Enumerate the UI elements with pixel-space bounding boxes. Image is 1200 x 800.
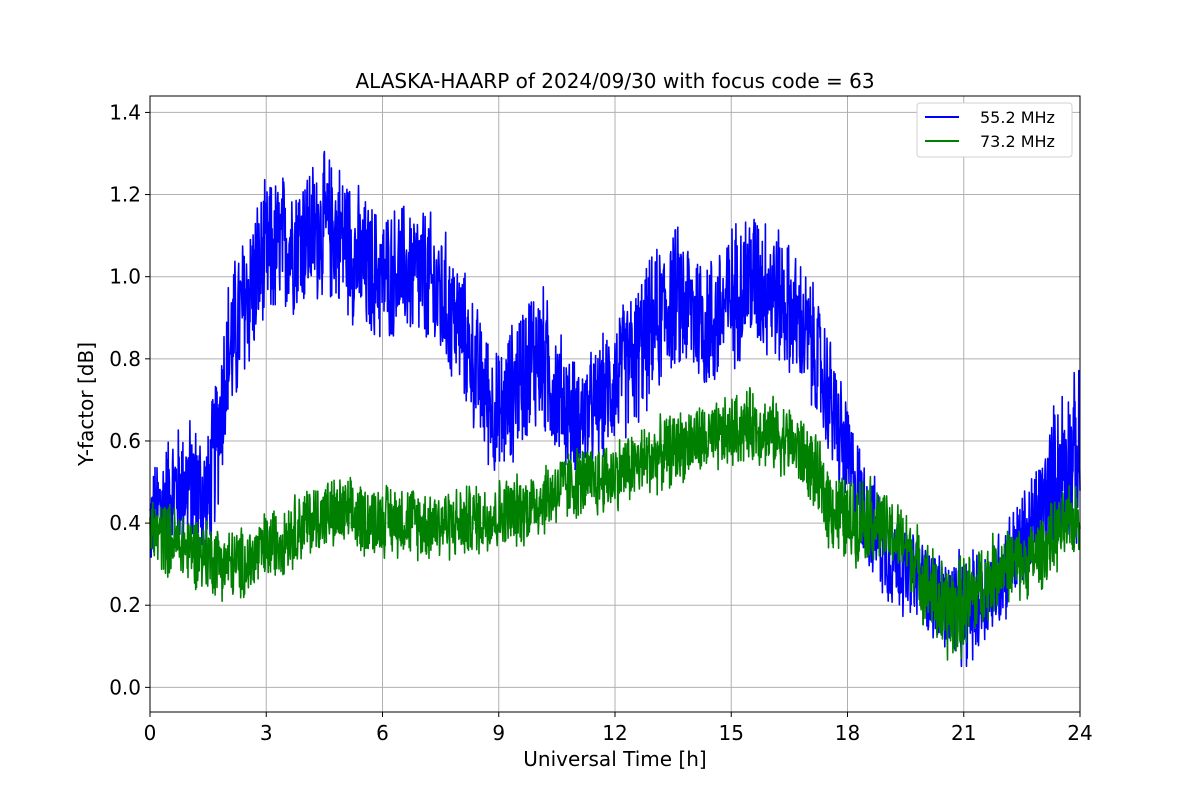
x-axis-label: Universal Time [h] bbox=[523, 747, 706, 771]
x-tick-label: 3 bbox=[260, 721, 273, 745]
y-tick-label: 0.2 bbox=[109, 593, 141, 617]
x-tick-label: 0 bbox=[144, 721, 157, 745]
y-axis-label: Y-factor [dB] bbox=[74, 342, 98, 467]
x-tick-label: 18 bbox=[835, 721, 860, 745]
y-tick-label: 1.0 bbox=[109, 265, 141, 289]
legend-label-73mhz: 73.2 MHz bbox=[980, 132, 1055, 151]
y-tick-label: 0.0 bbox=[109, 675, 141, 699]
series-layer bbox=[149, 150, 1081, 668]
legend-label-55mhz: 55.2 MHz bbox=[980, 108, 1055, 127]
y-tick-label: 0.6 bbox=[109, 429, 141, 453]
y-tick-label: 1.2 bbox=[109, 183, 141, 207]
x-tick-label: 12 bbox=[602, 721, 627, 745]
ticks: 0 3 6 9 12 15 18 21 24 0.0 0.2 0.4 0.6 0.8 1.0 1.2 1.4 bbox=[109, 100, 1093, 745]
x-tick-label: 21 bbox=[951, 721, 976, 745]
x-tick-label: 15 bbox=[719, 721, 744, 745]
x-tick-label: 6 bbox=[376, 721, 389, 745]
y-tick-label: 1.4 bbox=[109, 100, 141, 124]
y-tick-label: 0.8 bbox=[109, 347, 141, 371]
y-tick-label: 0.4 bbox=[109, 511, 141, 535]
x-tick-label: 24 bbox=[1067, 721, 1092, 745]
series-line-73mhz bbox=[149, 386, 1081, 661]
legend: 55.2 MHz 73.2 MHz bbox=[916, 102, 1073, 158]
x-tick-label: 9 bbox=[492, 721, 505, 745]
chart-title: ALASKA-HAARP of 2024/09/30 with focus co… bbox=[355, 69, 874, 93]
